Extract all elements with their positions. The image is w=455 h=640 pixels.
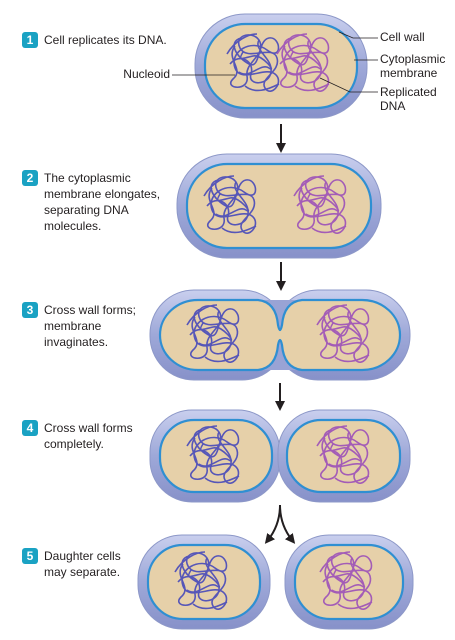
arrow <box>279 504 296 544</box>
step-number: 3 <box>27 303 34 317</box>
step-4: 4 Cross wall forms completely. <box>22 409 411 503</box>
step-text: invaginates. <box>44 335 108 349</box>
step-text: molecules. <box>44 219 101 233</box>
step-text: The cytoplasmic <box>44 171 131 185</box>
step-badge <box>22 548 38 564</box>
step-text: membrane <box>44 319 102 333</box>
step-text: Cross wall forms <box>44 421 133 435</box>
step-text: Cross wall forms; <box>44 303 136 317</box>
label: membrane <box>380 66 438 80</box>
step-text: completely. <box>44 437 104 451</box>
step-5: 5 Daughter cells may separate. <box>22 534 414 630</box>
step-text: Cell replicates its DNA. <box>44 33 167 47</box>
leader-line <box>338 31 378 39</box>
label: Cell wall <box>380 30 425 44</box>
step-text: Daughter cells <box>44 549 121 563</box>
step-badge <box>22 32 38 48</box>
step-text: may separate. <box>44 565 120 579</box>
label: Nucleoid <box>123 67 170 81</box>
step-2: 2 The cytoplasmic membrane elongates, se… <box>22 153 382 259</box>
cytoplasm <box>146 543 262 621</box>
label: Cytoplasmic <box>380 52 445 66</box>
step-number: 4 <box>27 421 34 435</box>
cytoplasm <box>158 418 274 494</box>
step-number: 2 <box>27 171 34 185</box>
step-1: 1 Cell replicates its DNA. Cell wall Cyt… <box>22 13 445 119</box>
step-3: 3 Cross wall forms; membrane invaginates… <box>22 289 411 381</box>
step-text: separating DNA <box>44 203 129 217</box>
label: Replicated <box>380 85 437 99</box>
label: DNA <box>380 99 405 113</box>
step-text: membrane elongates, <box>44 187 160 201</box>
leader-line <box>319 77 378 93</box>
cytoplasm <box>203 22 359 110</box>
step-badge <box>22 420 38 436</box>
step-number: 1 <box>27 33 34 47</box>
step-badge <box>22 170 38 186</box>
arrow <box>264 504 281 544</box>
step-number: 5 <box>27 549 34 563</box>
step-badge <box>22 302 38 318</box>
cytoplasm <box>293 543 405 621</box>
